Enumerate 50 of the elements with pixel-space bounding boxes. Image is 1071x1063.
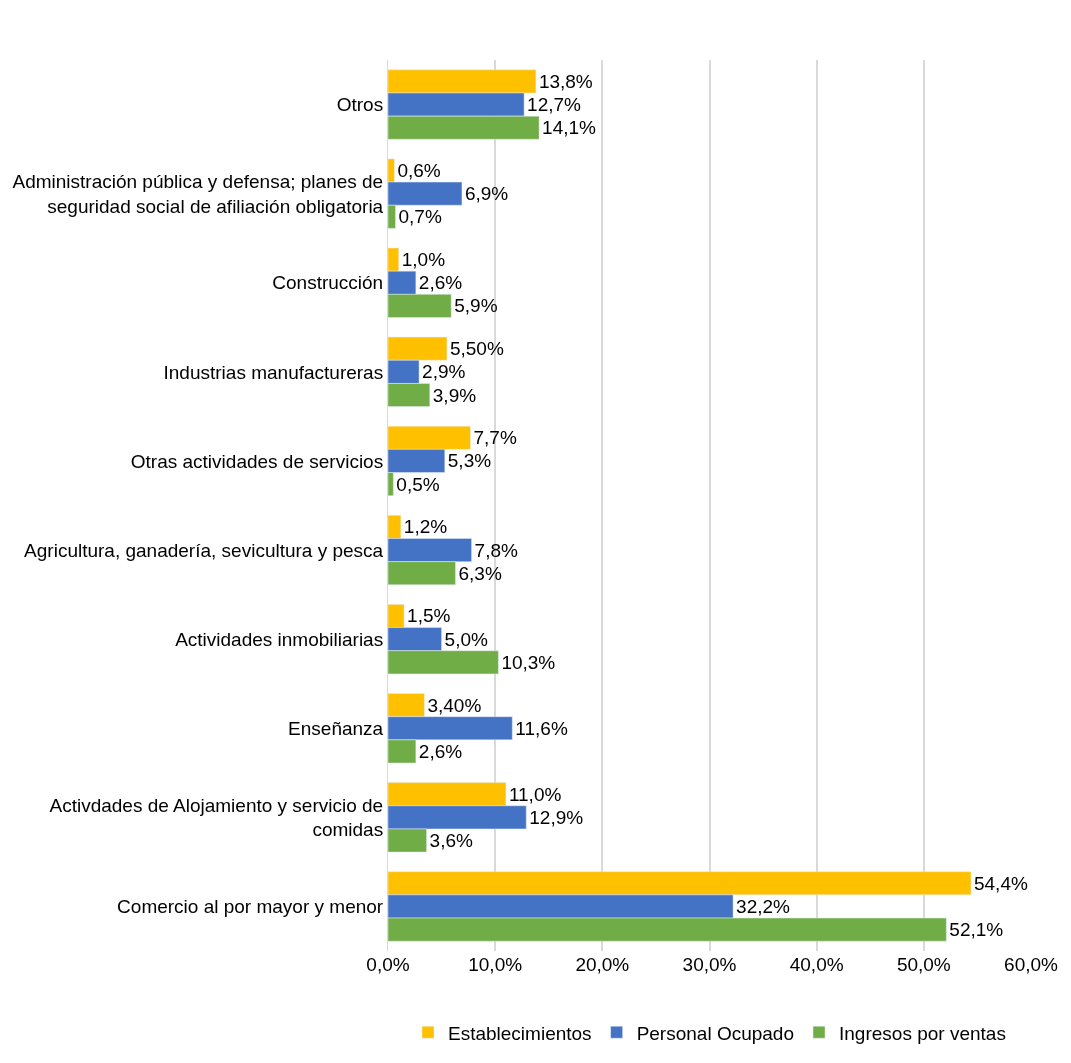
data-label: 5,9%	[454, 295, 498, 317]
data-label: 11,6%	[515, 717, 568, 739]
y-tick-label: Construcción	[272, 272, 384, 294]
data-label: 12,9%	[529, 806, 584, 828]
data-label: 7,7%	[473, 427, 517, 449]
data-label: 5,0%	[444, 628, 488, 650]
x-tick-label: 50,0%	[896, 954, 951, 975]
data-label: 0,7%	[398, 206, 442, 228]
legend-label: Personal Ocupado	[636, 1022, 795, 1044]
data-label: 0,6%	[397, 159, 441, 181]
y-tick-label: Actividades inmobiliarias	[175, 628, 384, 650]
data-label: 6,9%	[464, 183, 509, 205]
data-label: 13,8%	[538, 70, 593, 92]
x-tick-label: 30,0%	[682, 954, 737, 975]
data-label: 3,9%	[432, 384, 477, 406]
data-label: 0,5%	[396, 473, 440, 495]
x-tick-label: 0,0%	[366, 954, 410, 975]
data-label: 2,6%	[418, 272, 463, 294]
data-label: 3,6%	[429, 830, 473, 852]
data-label: 12,7%	[527, 94, 582, 116]
x-tick-label: 60,0%	[1004, 954, 1059, 975]
data-label: 5,3%	[447, 450, 492, 472]
data-label: 32,2%	[736, 895, 791, 917]
data-label: 3,40%	[427, 694, 482, 716]
data-label: 2,6%	[418, 740, 463, 762]
x-tick-label: 20,0%	[575, 954, 630, 975]
y-tick-label: Agricultura, ganadería, sevicultura y pesca	[24, 539, 384, 561]
x-tick-label: 40,0%	[789, 954, 844, 975]
y-tick-label: Administración pública y defensa; planes de seguridad social de afiliación obligatoria	[12, 170, 384, 217]
data-label: 10,3%	[501, 651, 556, 673]
data-label: 5,50%	[449, 338, 504, 360]
y-tick-label: Otros	[336, 94, 384, 116]
data-label: 54,4%	[973, 872, 1028, 894]
x-tick-label: 10,0%	[468, 954, 523, 975]
legend-label: Ingresos por ventas	[839, 1022, 1006, 1044]
y-tick-label: Industrias manufactureras	[163, 361, 384, 383]
y-tick-label: Otras actividades de servicios	[130, 450, 384, 472]
y-tick-label: Comercio al por mayor y menor	[117, 896, 384, 918]
data-label: 1,0%	[401, 249, 446, 271]
legend-label: Establecimientos	[448, 1022, 592, 1044]
y-tick-label: Activdades de Alojamiento y servicio de comidas	[49, 794, 384, 841]
data-label: 1,2%	[403, 516, 448, 538]
data-label: 2,9%	[422, 361, 466, 383]
data-label: 6,3%	[458, 562, 502, 584]
y-tick-label: Enseñanza	[288, 717, 384, 739]
data-label: 1,5%	[407, 605, 451, 627]
data-label: 11,0%	[508, 783, 562, 805]
data-label: 52,1%	[949, 919, 1004, 941]
data-label: 14,1%	[542, 117, 597, 139]
data-label: 7,8%	[474, 539, 518, 561]
